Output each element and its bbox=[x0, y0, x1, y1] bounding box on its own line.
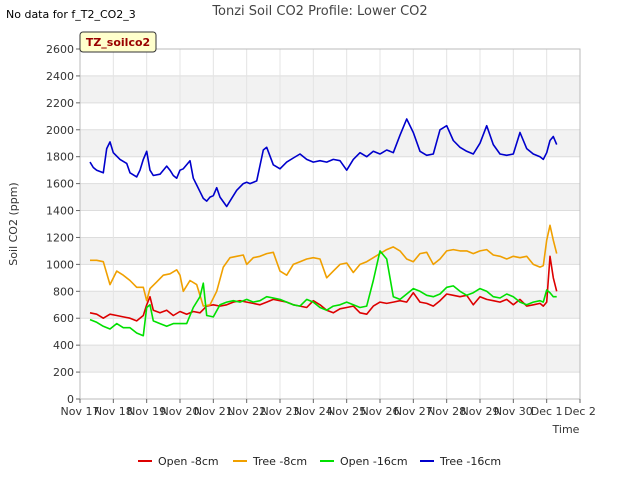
x-tick-label: Nov 23 bbox=[261, 405, 300, 418]
plot-band bbox=[80, 264, 580, 292]
x-tick-label: Nov 25 bbox=[327, 405, 366, 418]
plot-band bbox=[80, 129, 580, 157]
y-tick-label: 0 bbox=[67, 393, 74, 406]
y-tick-label: 400 bbox=[53, 339, 74, 352]
plot-band bbox=[80, 291, 580, 319]
badge-label: TZ_soilco2 bbox=[86, 36, 150, 49]
x-tick-label: Nov 26 bbox=[361, 405, 400, 418]
plot-band bbox=[80, 102, 580, 130]
x-tick-label: Nov 17 bbox=[61, 405, 100, 418]
y-axis-title: Soil CO2 (ppm) bbox=[7, 182, 20, 265]
x-tick-label: Nov 18 bbox=[94, 405, 133, 418]
series-group bbox=[89, 118, 558, 337]
x-tick-label: Dec 2 bbox=[564, 405, 596, 418]
legend-label: Open -8cm bbox=[158, 455, 219, 468]
y-tick-label: 1000 bbox=[46, 258, 74, 271]
y-tick-label: 2200 bbox=[46, 97, 74, 110]
x-tick-label: Nov 19 bbox=[127, 405, 166, 418]
legend-label: Tree -8cm bbox=[252, 455, 307, 468]
legend-label: Open -16cm bbox=[340, 455, 408, 468]
series-line-open-16cm bbox=[89, 250, 557, 337]
x-tick-label: Nov 28 bbox=[427, 405, 466, 418]
plot-band bbox=[80, 345, 580, 373]
plot-band bbox=[80, 49, 580, 76]
plot-background bbox=[80, 49, 580, 399]
x-tick-label: Dec 1 bbox=[531, 405, 563, 418]
legend: Open -8cm Tree -8cm Open -16cm Tree -16cm bbox=[138, 455, 501, 468]
x-axis-title: Time bbox=[552, 423, 580, 436]
y-tick-label: 200 bbox=[53, 366, 74, 379]
x-tick-label: Nov 30 bbox=[494, 405, 533, 418]
no-data-label: No data for f_T2_CO2_3 bbox=[6, 8, 136, 21]
legend-label: Tree -16cm bbox=[439, 455, 501, 468]
badge-box bbox=[79, 31, 157, 53]
y-tick-label: 1400 bbox=[46, 205, 74, 218]
chart-title: Tonzi Soil CO2 Profile: Lower CO2 bbox=[211, 4, 427, 19]
y-tick-label: 1200 bbox=[46, 231, 74, 244]
y-axis-ticks: 0 200 400 600 800 1000 1200 1400 1600 1800 2000 220… bbox=[46, 43, 80, 406]
plot-band bbox=[80, 75, 580, 103]
y-tick-label: 1600 bbox=[46, 178, 74, 191]
y-tick-label: 800 bbox=[53, 285, 74, 298]
y-tick-label: 2600 bbox=[46, 43, 74, 56]
y-tick-label: 2000 bbox=[46, 124, 74, 137]
y-tick-label: 600 bbox=[53, 312, 74, 325]
legend-item-open-8cm: Open -8cm bbox=[138, 455, 219, 468]
x-tick-label: Nov 24 bbox=[294, 405, 333, 418]
x-tick-label: Nov 29 bbox=[461, 405, 500, 418]
series-line-tree-16cm bbox=[89, 118, 558, 208]
y-tick-label: 1800 bbox=[46, 151, 74, 164]
legend-item-tree-16cm: Tree -16cm bbox=[420, 455, 501, 468]
plot-band bbox=[80, 210, 580, 238]
legend-item-tree-8cm: Tree -8cm bbox=[233, 455, 307, 468]
plot-band bbox=[80, 318, 580, 346]
x-tick-label: Nov 20 bbox=[161, 405, 200, 418]
plot-frame bbox=[79, 48, 581, 400]
series-line-tree-8cm bbox=[90, 224, 558, 307]
x-tick-label: Nov 22 bbox=[227, 405, 266, 418]
x-tick-label: Nov 27 bbox=[394, 405, 433, 418]
badge: TZ_soilco2 bbox=[79, 31, 157, 53]
plot-band bbox=[80, 183, 580, 211]
plot-band bbox=[80, 372, 580, 399]
legend-item-open-16cm: Open -16cm bbox=[320, 455, 408, 468]
x-tick-label: Nov 21 bbox=[194, 405, 233, 418]
plot-band bbox=[80, 237, 580, 265]
y-tick-label: 2400 bbox=[46, 70, 74, 83]
